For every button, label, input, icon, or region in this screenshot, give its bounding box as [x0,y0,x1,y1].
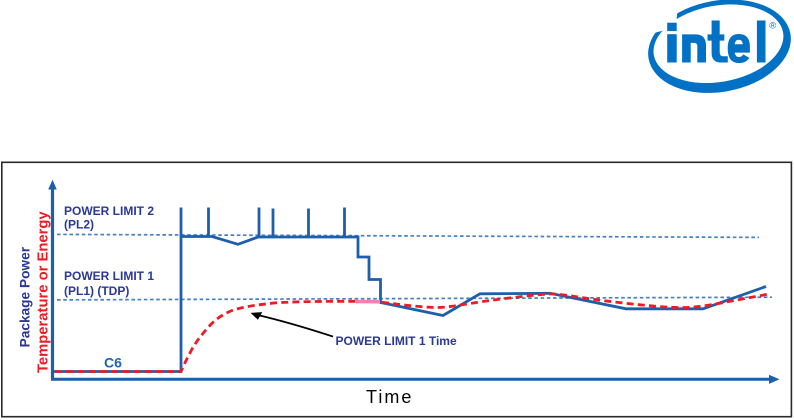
svg-text:POWER LIMIT 1 Time: POWER LIMIT 1 Time [336,334,457,348]
svg-text:Package Power: Package Power [18,246,33,347]
svg-text:®: ® [769,20,776,31]
svg-text:POWER LIMIT 1: POWER LIMIT 1 [64,269,154,283]
svg-text:(PL2): (PL2) [64,218,94,232]
svg-text:Temperature or Energy: Temperature or Energy [36,211,52,373]
svg-text:Time: Time [366,387,413,407]
svg-text:(PL1) (TDP): (PL1) (TDP) [64,284,129,298]
svg-text:C6: C6 [104,355,122,371]
svg-text:POWER LIMIT 2: POWER LIMIT 2 [64,204,154,218]
